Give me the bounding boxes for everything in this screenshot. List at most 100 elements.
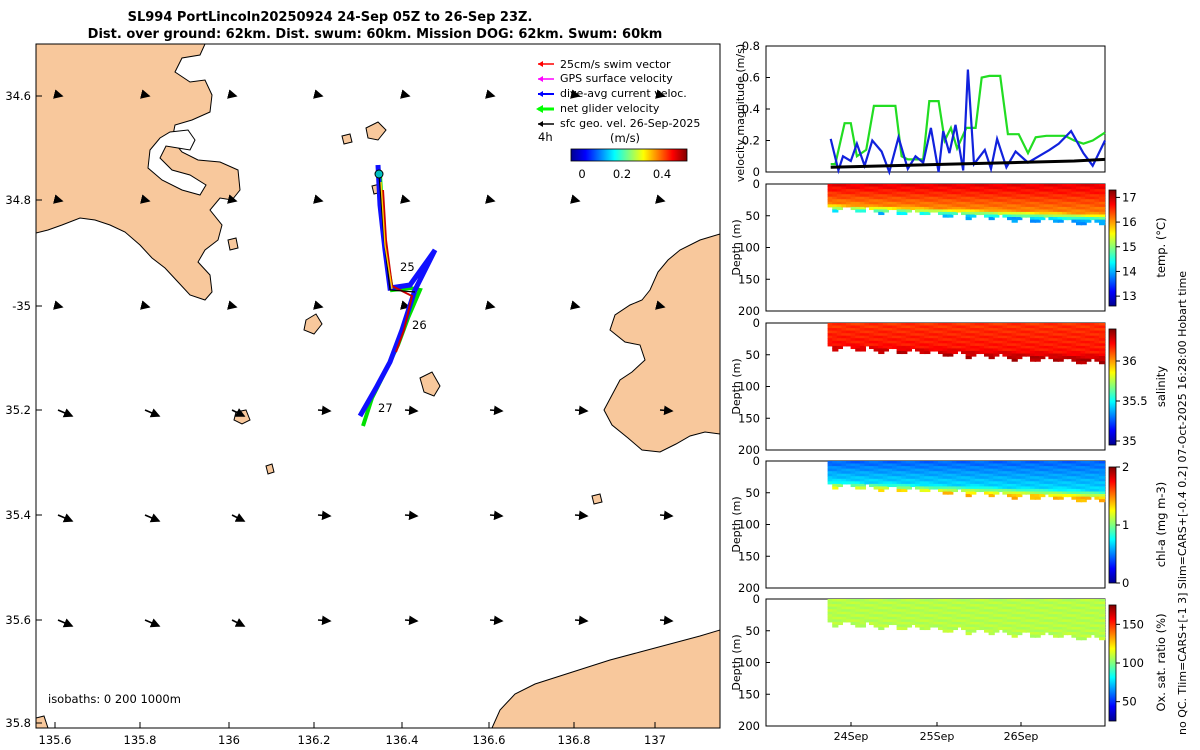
heatmap-cell: [1066, 491, 1073, 495]
heatmap-cell: [928, 189, 935, 193]
heatmap-cell: [882, 616, 889, 620]
heatmap-cell: [993, 486, 1000, 490]
heatmap-cell: [887, 614, 894, 618]
heatmap-cell: [993, 478, 1000, 482]
heatmap-cell: [915, 343, 922, 347]
heatmap-cell: [947, 323, 954, 327]
heatmap-cell: [1094, 217, 1101, 221]
heatmap-cell: [859, 345, 866, 350]
heatmap-cell: [970, 204, 977, 208]
heatmap-cell: [1099, 609, 1106, 613]
heatmap-cell: [841, 601, 848, 605]
heatmap-cell: [882, 468, 889, 472]
heatmap-cell: [878, 323, 885, 327]
heatmap-cell: [882, 189, 889, 193]
heatmap-cell: [1016, 609, 1023, 613]
heatmap-cell: [1043, 204, 1050, 208]
heatmap-cell: [961, 330, 968, 334]
map-panel: 25 26 27 135.6 135.8 136 136.2 136.4 136.6 136…: [5, 43, 721, 747]
heatmap-cell: [882, 478, 889, 482]
heatmap-cell: [1099, 471, 1106, 475]
heatmap-cell: [961, 626, 968, 631]
heatmap-cell: [1016, 488, 1023, 493]
heatmap-cell: [905, 186, 912, 190]
heatmap-cell: [970, 478, 977, 482]
heatmap-cell: [1076, 206, 1083, 211]
heatmap-cell: [1030, 325, 1037, 329]
heatmap-cell: [1053, 358, 1060, 362]
heatmap-cell: [1016, 201, 1023, 205]
heatmap-cell: [1080, 222, 1087, 226]
heatmap-cell: [827, 328, 834, 332]
heatmap-cell: [1043, 201, 1050, 205]
heatmap-cell: [896, 604, 903, 608]
heatmap-cell: [1057, 478, 1064, 482]
heatmap-cell: [919, 604, 926, 608]
heatmap-cell: [1016, 616, 1023, 620]
heatmap-cell: [869, 606, 876, 610]
heatmap-cell: [979, 609, 986, 613]
heatmap-cell: [873, 199, 880, 203]
heatmap-cell: [965, 184, 972, 188]
heatmap-cell: [1066, 333, 1073, 337]
heatmap-cell: [1025, 624, 1032, 628]
heatmap-cell: [1085, 611, 1092, 615]
heatmap-cell: [979, 601, 986, 605]
heatmap-cell: [984, 189, 991, 193]
heatmap-cell: [988, 209, 995, 213]
heatmap-cell: [965, 466, 972, 470]
heatmap-cell: [919, 476, 926, 480]
heatmap-cell: [924, 626, 931, 631]
heatmap-cell: [924, 614, 931, 618]
heatmap-cell: [1053, 325, 1060, 329]
heatmap-cell: [942, 473, 949, 477]
heatmap-cell: [993, 214, 1000, 218]
heatmap-cell: [993, 481, 1000, 485]
heatmap-cell: [984, 606, 991, 610]
heatmap-cell: [827, 478, 834, 482]
heatmap-cell: [956, 340, 963, 344]
heatmap-cell: [942, 335, 949, 339]
heatmap-cell: [933, 194, 940, 198]
heatmap-cell: [1076, 609, 1083, 613]
heatmap-cell: [947, 624, 954, 628]
heatmap-cell: [1094, 194, 1101, 198]
heatmap-cell: [1089, 599, 1096, 603]
heatmap-cell: [882, 611, 889, 615]
heatmap-cell: [924, 204, 931, 208]
heatmap-cell: [933, 604, 940, 608]
heatmap-cell: [846, 471, 853, 475]
heatmap-cell: [850, 621, 857, 626]
heatmap-cell: [873, 186, 880, 190]
heatmap-cell: [1039, 478, 1046, 482]
heatmap-cell: [855, 621, 862, 626]
heatmap-cell: [882, 461, 889, 465]
heatmap-cell: [1016, 611, 1023, 615]
heatmap-cell: [1066, 609, 1073, 613]
heatmap-cell: [1025, 323, 1032, 327]
heatmap-cell: [965, 478, 972, 482]
heatmap-cell: [1057, 325, 1064, 329]
heatmap-cell: [1002, 471, 1009, 475]
heatmap-cell: [878, 463, 885, 467]
heatmap-cell: [984, 626, 991, 631]
heatmap-cell: [1007, 353, 1014, 357]
heatmap-cell: [1080, 325, 1087, 329]
heatmap-cell: [1016, 483, 1023, 488]
heatmap-cell: [1094, 496, 1101, 500]
heatmap-cell: [836, 328, 843, 332]
geo-arrow: [404, 615, 419, 626]
heatmap-cell: [1034, 201, 1041, 205]
lon-tick-5: 136.6: [473, 733, 506, 747]
heatmap-cell: [873, 478, 880, 482]
heatmap-cell: [933, 338, 940, 342]
heatmap-cell: [1085, 211, 1092, 216]
heatmap-cell: [1016, 340, 1023, 344]
heatmap-cell: [970, 340, 977, 344]
heatmap-cell: [956, 616, 963, 620]
geo-arrow: [400, 89, 411, 99]
heatmap-cell: [919, 478, 926, 482]
depth-tick-3-2: 100: [738, 518, 760, 532]
heatmap-cell: [1030, 184, 1037, 188]
heatmap-cell: [951, 466, 958, 470]
